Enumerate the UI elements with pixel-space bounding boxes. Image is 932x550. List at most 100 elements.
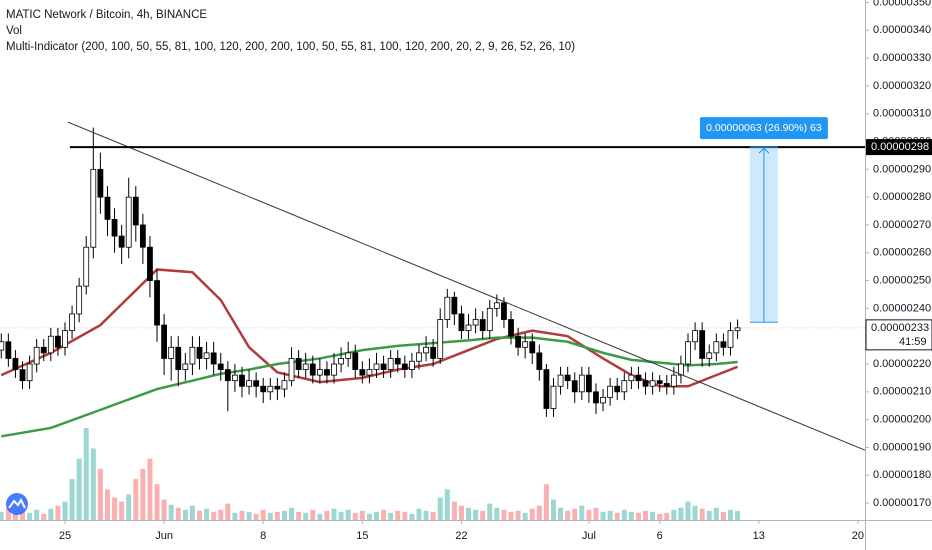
volume-bar [289,507,295,520]
candle-body [564,374,571,382]
x-tick-label: Jul [582,530,596,542]
volume-bar [331,508,337,520]
volume-bar [650,511,656,520]
volume-bar [274,511,280,520]
candle-body [345,352,352,359]
candle-body [408,360,415,370]
y-tick-label: 0.00000280 [873,191,931,203]
candle-body [83,246,90,287]
candle-body [359,369,366,376]
volume-bar [267,512,273,520]
volume-bar [735,510,741,520]
y-tick-label: 0.00000350 [873,0,931,8]
volume-bar [437,497,443,520]
volume-bar [83,428,89,520]
volume-bar [550,499,556,520]
logo-mark[interactable] [8,497,26,509]
y-tick-label: 0.00000270 [873,219,931,231]
volume-bar [41,513,47,520]
candle-body [720,341,727,348]
volume-bar [12,513,18,520]
volume-bar [713,507,719,520]
x-tick-label: 13 [753,530,765,542]
candle-body [338,358,345,365]
volume-bar [657,513,663,520]
candle-body [578,374,585,393]
candle-body [302,363,309,370]
volume-bar [706,510,712,520]
x-tick-label: Jun [155,530,173,542]
volume-bar [621,509,627,520]
y-tick-label: 0.00000210 [873,386,931,398]
volume-bar [572,508,578,520]
candle-body [203,352,210,359]
volume-bar [558,507,564,520]
volume-bar [614,512,620,520]
candle-body [536,352,543,370]
volume-bar [104,489,110,520]
candle-body [295,358,302,370]
volume-bar [720,511,726,520]
volume-bar [388,512,394,520]
candle-body [656,380,663,384]
candle-body [635,374,642,382]
y-tick-label: 0.00000330 [873,52,931,64]
measure-label-box [699,117,828,140]
volume-bar [635,512,641,520]
candle-body [139,224,146,248]
volume-bar [62,501,68,520]
moving-average-line [1,336,738,438]
volume-bar [487,503,493,520]
volume-bar [126,494,132,520]
candle-body [182,363,189,370]
y-tick-label: 0.00000180 [873,469,931,481]
candle-body [734,327,741,332]
volume-bar [643,510,649,520]
candle-body [508,319,514,337]
candle-body [12,358,19,370]
candle-body [416,352,422,362]
volume-bar [416,508,422,520]
volume-bar [444,489,450,520]
candle-body [465,324,472,332]
last-price: 0.00000233 [871,322,929,334]
candle-body [479,319,486,332]
candle-body [706,352,713,359]
volume-bar [90,448,96,520]
candle-body [76,285,83,315]
volume-bar [501,509,507,520]
candle-body [437,319,444,359]
candle-body [529,341,536,354]
volume-bar [628,511,634,520]
candle-body [373,363,380,370]
volume-bar [607,510,613,520]
volume-bar [409,513,415,520]
candle-body [585,374,592,393]
candle-body [692,330,698,343]
volume-bar [685,501,691,520]
y-tick-label: 0.00000170 [873,497,931,509]
candle-body [380,363,387,370]
candle-body [62,330,68,348]
candle-body [217,363,224,370]
candle-body [713,341,720,354]
volume-bar [593,507,599,520]
measure-arrow-head [758,147,770,154]
volume-bar [76,458,82,520]
logo[interactable] [6,493,28,515]
candle-body [274,385,281,390]
candle-body [352,352,359,370]
volume-bar [55,505,61,520]
volume-bar [451,501,457,520]
volume-bar [253,513,259,520]
volume-bar [586,509,592,520]
candle-body [316,369,323,376]
volume-bar [119,501,125,520]
candle-body [515,335,521,348]
candle-body [19,369,26,382]
candle-body [132,196,139,226]
x-tick-label: 25 [59,530,71,542]
volume-bar [133,479,139,520]
x-tick-label: 15 [356,530,368,542]
candle-body [493,302,500,309]
